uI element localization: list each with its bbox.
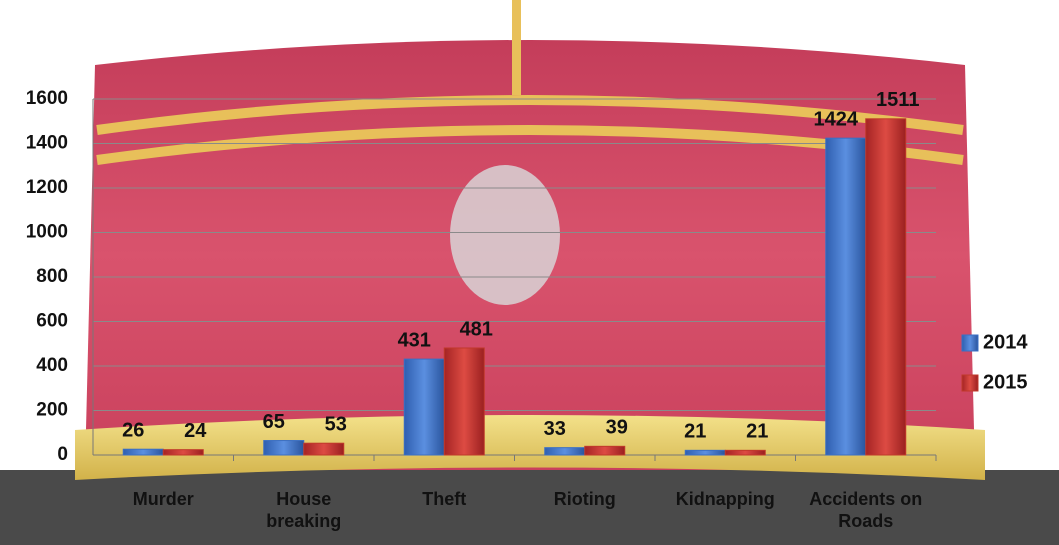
x-tick-label: Kidnapping (660, 488, 790, 510)
data-label: 1424 (814, 108, 859, 130)
data-label: 33 (544, 418, 566, 440)
data-label: 21 (684, 421, 706, 443)
data-label: 431 (398, 329, 431, 351)
data-label: 481 (460, 318, 493, 340)
bar (826, 138, 866, 455)
data-label: 21 (746, 421, 768, 443)
chart: 0 200 400 600 800 1000 1200 1400 1600 26 24 65 53 431… (0, 0, 1059, 545)
data-label: 39 (606, 417, 628, 439)
legend-swatch (962, 335, 978, 351)
x-tick-label: Accidents on Roads (801, 488, 931, 532)
data-label: 1511 (876, 89, 919, 111)
bar (725, 450, 765, 455)
x-tick-label: Murder (98, 488, 228, 510)
bar (545, 448, 585, 455)
y-tick-label: 1600 (26, 88, 68, 109)
y-tick-label: 600 (36, 311, 68, 332)
legend-label: 2014 (983, 331, 1028, 353)
x-tick-label: Theft (379, 488, 509, 510)
y-tick-label: 1200 (26, 177, 68, 198)
y-tick-label: 200 (36, 400, 68, 421)
y-tick-label: 0 (57, 444, 68, 465)
page: 0 200 400 600 800 1000 1200 1400 1600 26 24 65 53 431… (0, 0, 1059, 545)
x-tick-label: House breaking (239, 488, 369, 532)
legend-label: 2015 (983, 371, 1028, 393)
x-tick-label: Rioting (520, 488, 650, 510)
bar (444, 348, 484, 455)
data-label: 53 (325, 413, 347, 435)
data-label: 26 (122, 419, 144, 441)
bar (585, 446, 625, 455)
bar (123, 449, 163, 455)
data-label: 24 (184, 420, 207, 442)
y-tick-label: 1000 (26, 222, 68, 243)
bar (264, 441, 304, 455)
bar (404, 359, 444, 455)
y-tick-label: 400 (36, 355, 68, 376)
bar (866, 119, 906, 455)
bar (163, 450, 203, 455)
bar (685, 450, 725, 455)
y-tick-label: 1400 (26, 133, 68, 154)
bar (304, 443, 344, 455)
data-label: 65 (263, 411, 285, 433)
legend-swatch (962, 375, 978, 391)
y-tick-label: 800 (36, 266, 68, 287)
